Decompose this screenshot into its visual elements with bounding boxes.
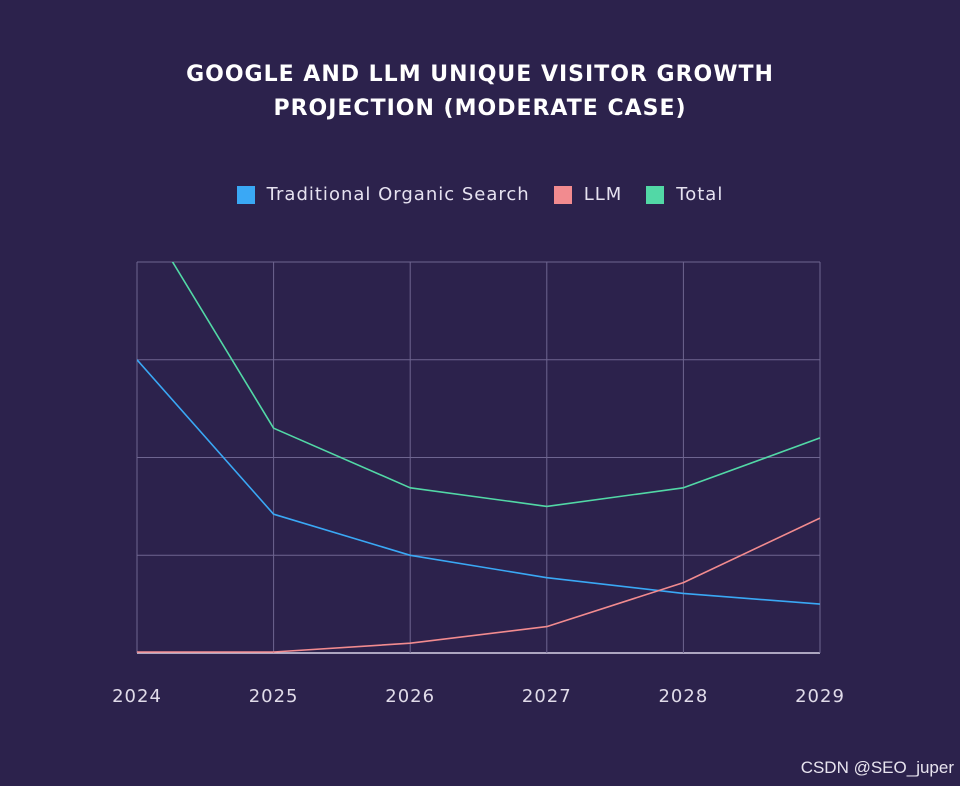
x-tick-label-2027: 2027 — [522, 686, 572, 707]
x-tick-label-2029: 2029 — [795, 686, 845, 707]
chart-title: GOOGLE AND LLM UNIQUE VISITOR GROWTH PRO… — [0, 58, 960, 126]
x-tick-label-2024: 2024 — [112, 686, 162, 707]
series-layer — [137, 262, 820, 653]
series-line-total — [171, 262, 820, 508]
x-tick-label-2025: 2025 — [249, 686, 299, 707]
chart-title-line-1: GOOGLE AND LLM UNIQUE VISITOR GROWTH — [186, 62, 774, 87]
legend-label-total: Total — [676, 184, 724, 205]
legend-swatch-llm — [553, 185, 572, 204]
legend-label-organic: Traditional Organic Search — [266, 184, 530, 205]
series-line-organic — [137, 359, 820, 605]
chart-title-line-2: PROJECTION (MODERATE CASE) — [273, 96, 687, 121]
legend-swatch-total — [646, 185, 665, 204]
x-tick-label-2026: 2026 — [385, 686, 435, 707]
axis-layer: 2024 2025 2026 2027 2028 2029 — [112, 686, 845, 707]
legend-label-llm: LLM — [583, 184, 623, 205]
watermark: CSDN @SEO_juper — [800, 758, 954, 777]
x-tick-label-2028: 2028 — [658, 686, 708, 707]
legend-item-total[interactable]: Total — [646, 184, 723, 205]
legend-item-organic[interactable]: Traditional Organic Search — [236, 184, 530, 205]
legend-item-llm[interactable]: LLM — [553, 184, 623, 205]
chart-legend: Traditional Organic Search LLM Total — [0, 184, 960, 205]
legend-swatch-organic — [236, 185, 255, 204]
series-line-llm — [137, 517, 820, 653]
grid-layer — [136, 261, 821, 654]
